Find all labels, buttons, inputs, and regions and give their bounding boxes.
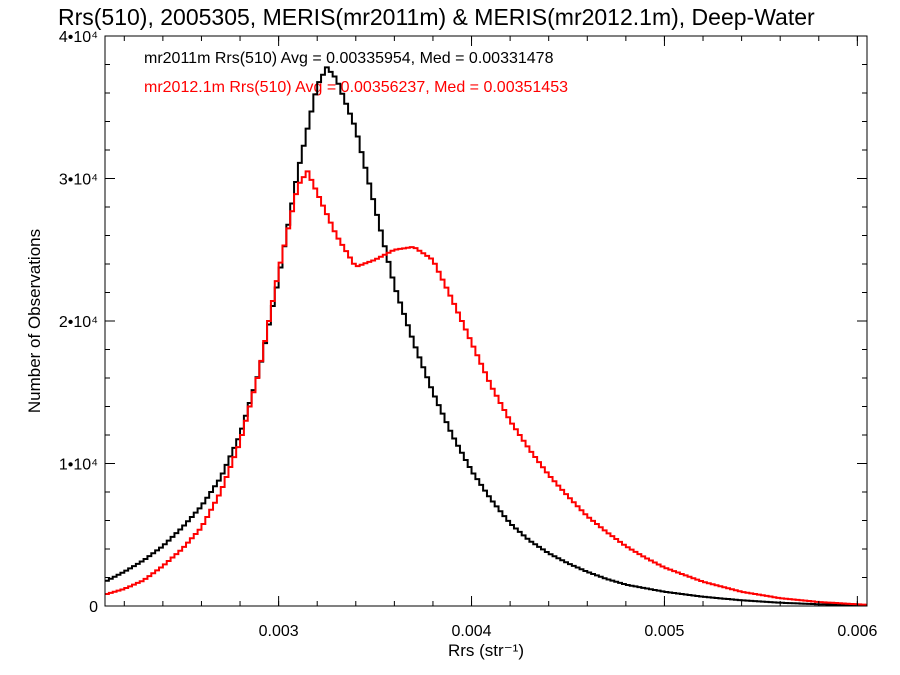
y-tick-label: 3•10⁴ <box>59 172 98 189</box>
series-line-1 <box>105 66 867 607</box>
y-tick-label: 0 <box>89 599 98 616</box>
x-tick-label: 0.003 <box>259 623 299 640</box>
y-tick-label: 1•10⁴ <box>59 457 98 474</box>
y-tick-label: 2•10⁴ <box>59 314 98 331</box>
annotation-mr2012: mr2012.1m Rrs(510) Avg = 0.00356237, Med… <box>144 79 568 96</box>
series-line-2 <box>105 170 867 606</box>
y-axis-label: Number of Observations <box>25 229 44 413</box>
x-tick-label: 0.006 <box>837 623 877 640</box>
series-group <box>105 66 867 607</box>
chart-title: Rrs(510), 2005305, MERIS(mr2011m) & MERI… <box>58 4 815 30</box>
annotation-mr2011m: mr2011m Rrs(510) Avg = 0.00335954, Med =… <box>144 50 554 67</box>
y-tick-label: 4•10⁴ <box>59 29 98 46</box>
x-axis-label: Rrs (str⁻¹) <box>448 641 524 660</box>
x-axis: 0.003 0.004 0.005 0.006 <box>123 36 877 640</box>
x-tick-label: 0.005 <box>644 623 684 640</box>
y-axis: 0 1•10⁴ 2•10⁴ 3•10⁴ 4•10⁴ <box>59 29 867 616</box>
x-tick-label: 0.004 <box>452 623 492 640</box>
stats-annotations: mr2011m Rrs(510) Avg = 0.00335954, Med =… <box>144 50 568 96</box>
